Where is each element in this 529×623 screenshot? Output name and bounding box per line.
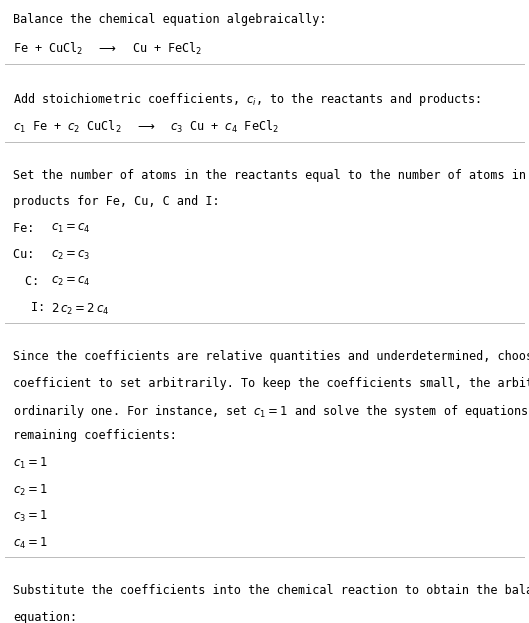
Text: $2\,c_2 = 2\,c_4$: $2\,c_2 = 2\,c_4$ xyxy=(51,302,110,316)
Text: remaining coefficients:: remaining coefficients: xyxy=(13,429,177,442)
Text: $c_1$ Fe + $c_2$ CuCl$_2$  $\longrightarrow$  $c_3$ Cu + $c_4$ FeCl$_2$: $c_1$ Fe + $c_2$ CuCl$_2$ $\longrightarr… xyxy=(13,119,279,135)
Text: products for Fe, Cu, C and I:: products for Fe, Cu, C and I: xyxy=(13,196,220,209)
Text: Cu:: Cu: xyxy=(13,249,41,262)
Text: $c_2 = c_3$: $c_2 = c_3$ xyxy=(51,249,90,262)
Text: $c_2 = 1$: $c_2 = 1$ xyxy=(13,482,48,498)
Text: $c_1 = c_4$: $c_1 = c_4$ xyxy=(51,222,90,235)
Text: Fe:: Fe: xyxy=(13,222,41,235)
Text: $c_2 = c_4$: $c_2 = c_4$ xyxy=(51,275,90,288)
Text: equation:: equation: xyxy=(13,611,77,623)
Text: coefficient to set arbitrarily. To keep the coefficients small, the arbitrary va: coefficient to set arbitrarily. To keep … xyxy=(13,376,529,389)
Text: $c_1 = 1$: $c_1 = 1$ xyxy=(13,456,48,471)
Text: I:: I: xyxy=(31,302,52,315)
Text: Add stoichiometric coefficients, $c_i$, to the reactants and products:: Add stoichiometric coefficients, $c_i$, … xyxy=(13,91,481,108)
Text: Set the number of atoms in the reactants equal to the number of atoms in the: Set the number of atoms in the reactants… xyxy=(13,169,529,182)
Text: Balance the chemical equation algebraically:: Balance the chemical equation algebraica… xyxy=(13,13,326,26)
Text: C:: C: xyxy=(25,275,47,288)
Text: Substitute the coefficients into the chemical reaction to obtain the balanced: Substitute the coefficients into the che… xyxy=(13,584,529,597)
Text: $c_4 = 1$: $c_4 = 1$ xyxy=(13,536,48,551)
Text: Fe + CuCl$_2$  $\longrightarrow$  Cu + FeCl$_2$: Fe + CuCl$_2$ $\longrightarrow$ Cu + FeC… xyxy=(13,41,202,57)
Text: ordinarily one. For instance, set $c_1 = 1$ and solve the system of equations fo: ordinarily one. For instance, set $c_1 =… xyxy=(13,403,529,420)
Text: Since the coefficients are relative quantities and underdetermined, choose a: Since the coefficients are relative quan… xyxy=(13,350,529,363)
Text: $c_3 = 1$: $c_3 = 1$ xyxy=(13,509,48,524)
